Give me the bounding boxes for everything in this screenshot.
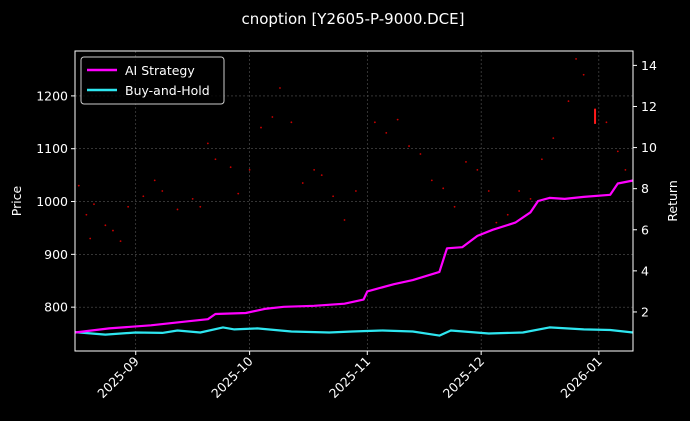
price-point	[624, 168, 627, 171]
price-point	[214, 158, 217, 161]
price-point	[301, 182, 304, 184]
price-point	[112, 229, 114, 232]
series-line-ai-strategy	[74, 179, 634, 334]
price-point	[552, 137, 555, 140]
price-point	[313, 168, 316, 171]
legend: AI Strategy Buy-and-Hold	[80, 56, 225, 105]
series-line-buy-and-hold	[74, 326, 634, 337]
price-point	[332, 195, 335, 198]
price-point	[279, 87, 281, 89]
y-right-tick-label: 12	[641, 99, 657, 114]
y-left-tick-label: 800	[44, 300, 68, 315]
price-point	[567, 100, 570, 103]
price-point	[89, 237, 92, 240]
price-point	[385, 131, 388, 134]
price-point	[453, 205, 456, 208]
price-point	[495, 221, 498, 224]
plot-frame	[74, 50, 634, 352]
y-left-tick-label: 1200	[36, 88, 68, 103]
price-point	[354, 190, 357, 192]
price-point	[396, 118, 399, 121]
price-point	[476, 168, 479, 171]
price-point	[320, 174, 323, 177]
price-point	[529, 197, 532, 200]
y-axis-right-label: Return	[665, 180, 680, 221]
price-point	[127, 205, 130, 208]
price-point	[605, 121, 608, 124]
price-point	[199, 205, 202, 208]
chart-title: cnoption [Y2605-P-9000.DCE]	[242, 10, 465, 28]
price-point	[142, 195, 145, 198]
y-right-tick-label: 14	[641, 58, 657, 73]
price-point	[77, 184, 80, 187]
price-point	[419, 153, 422, 155]
series-lines	[74, 179, 634, 337]
price-point	[487, 190, 490, 192]
price-point	[575, 58, 577, 60]
price-point	[93, 203, 95, 206]
price-point	[373, 121, 376, 124]
legend-label-buy-and-hold: Buy-and-Hold	[125, 83, 210, 98]
price-point	[237, 192, 240, 195]
y-right-tick-label: 10	[641, 140, 657, 155]
price-point	[465, 161, 467, 163]
price-point	[271, 116, 274, 118]
price-point	[176, 208, 179, 211]
price-point	[85, 213, 88, 216]
y-axis-right: 2 4 6 8 10 12 14	[633, 58, 657, 319]
price-point	[229, 166, 232, 169]
price-scatter	[77, 58, 627, 243]
price-point	[408, 145, 410, 147]
price-point	[248, 168, 251, 171]
price-point	[506, 213, 509, 216]
price-point	[430, 179, 433, 182]
y-left-tick-label: 1100	[36, 141, 68, 156]
price-point	[582, 73, 585, 76]
price-point	[540, 158, 543, 161]
y-right-tick-label: 8	[641, 181, 649, 196]
price-point	[290, 121, 293, 124]
y-left-tick-label: 900	[44, 247, 68, 262]
price-point	[442, 187, 445, 190]
y-right-tick-label: 2	[641, 304, 649, 319]
price-point	[616, 150, 619, 153]
y-right-tick-label: 6	[641, 222, 649, 237]
legend-label-ai-strategy: AI Strategy	[125, 63, 195, 78]
price-point	[161, 190, 164, 192]
price-point	[191, 197, 194, 200]
price-point	[119, 240, 122, 243]
price-point	[104, 224, 107, 227]
price-point	[206, 142, 209, 145]
y-axis-left-label: Price	[9, 185, 24, 216]
y-axis-left: 800 900 1000 1100 1200	[36, 88, 75, 315]
price-point	[153, 179, 156, 182]
price-point	[518, 190, 521, 192]
price-point	[260, 126, 262, 129]
y-left-tick-label: 1000	[36, 194, 68, 209]
y-right-tick-label: 4	[641, 263, 649, 278]
price-point	[343, 219, 346, 221]
